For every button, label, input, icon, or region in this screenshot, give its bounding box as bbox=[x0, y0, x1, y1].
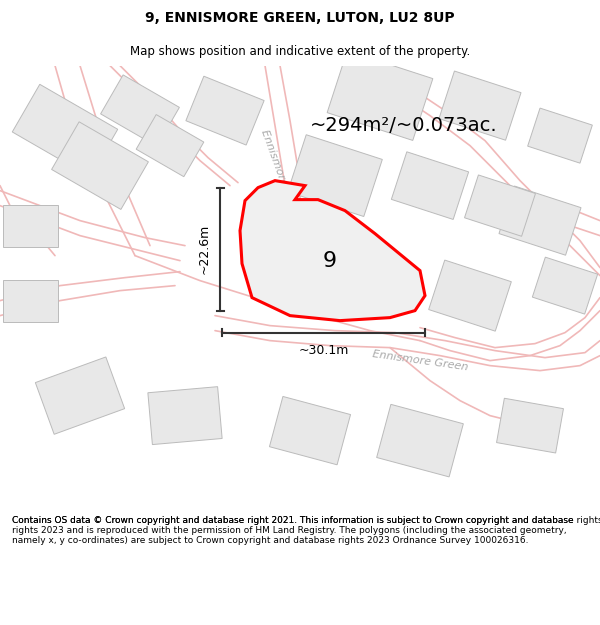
Polygon shape bbox=[287, 135, 382, 216]
Polygon shape bbox=[497, 398, 563, 453]
Polygon shape bbox=[269, 396, 350, 465]
Polygon shape bbox=[391, 152, 469, 219]
Polygon shape bbox=[439, 71, 521, 140]
Polygon shape bbox=[186, 76, 264, 145]
Polygon shape bbox=[148, 387, 222, 444]
Text: 9: 9 bbox=[323, 251, 337, 271]
Text: ~22.6m: ~22.6m bbox=[197, 224, 211, 274]
Polygon shape bbox=[52, 122, 148, 209]
Text: Map shows position and indicative extent of the property.: Map shows position and indicative extent… bbox=[130, 45, 470, 58]
Polygon shape bbox=[327, 51, 433, 141]
Polygon shape bbox=[527, 108, 592, 163]
Polygon shape bbox=[101, 75, 179, 146]
Polygon shape bbox=[428, 260, 511, 331]
Text: 9, ENNISMORE GREEN, LUTON, LU2 8UP: 9, ENNISMORE GREEN, LUTON, LU2 8UP bbox=[145, 11, 455, 26]
Polygon shape bbox=[464, 175, 535, 236]
Text: Ennismore Green: Ennismore Green bbox=[259, 129, 301, 222]
Polygon shape bbox=[2, 204, 58, 247]
Polygon shape bbox=[2, 279, 58, 322]
Text: Contains OS data © Crown copyright and database right 2021. This information is : Contains OS data © Crown copyright and d… bbox=[12, 516, 574, 546]
Polygon shape bbox=[240, 181, 425, 321]
Polygon shape bbox=[377, 404, 463, 477]
Text: Ennismore Green: Ennismore Green bbox=[371, 349, 469, 372]
Polygon shape bbox=[532, 257, 598, 314]
Text: Contains OS data © Crown copyright and database right 2021. This information is : Contains OS data © Crown copyright and d… bbox=[12, 516, 600, 524]
Text: ~30.1m: ~30.1m bbox=[298, 344, 349, 357]
Polygon shape bbox=[136, 114, 204, 177]
Polygon shape bbox=[499, 186, 581, 255]
Polygon shape bbox=[35, 357, 125, 434]
Text: ~294m²/~0.073ac.: ~294m²/~0.073ac. bbox=[310, 116, 497, 135]
Polygon shape bbox=[12, 84, 118, 177]
